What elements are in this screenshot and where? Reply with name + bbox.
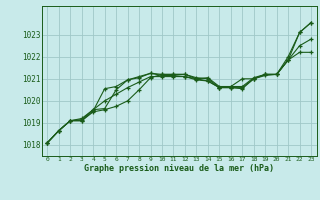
X-axis label: Graphe pression niveau de la mer (hPa): Graphe pression niveau de la mer (hPa) [84,164,274,173]
